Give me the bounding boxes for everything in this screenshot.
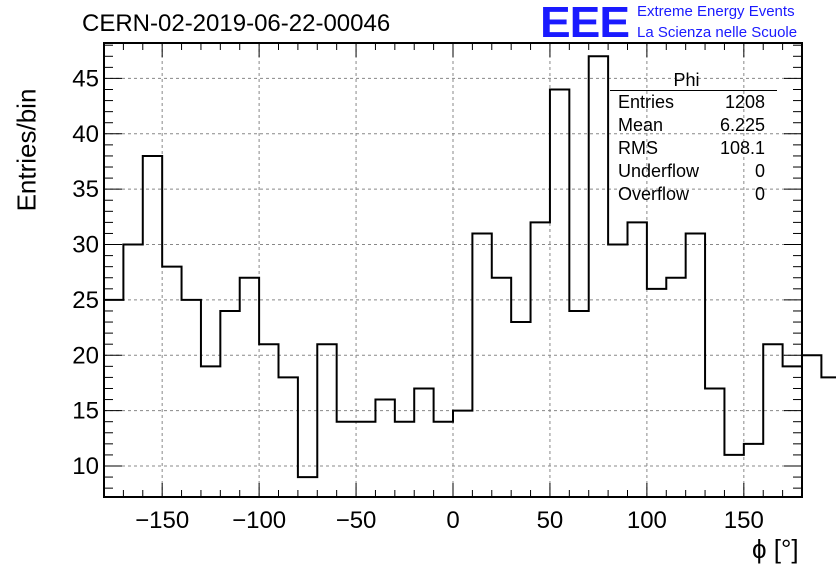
histogram-bin — [279, 377, 298, 497]
x-tick-label: 0 — [446, 507, 459, 534]
histogram-bin — [434, 422, 453, 497]
histogram-bin — [375, 400, 394, 497]
histogram-bin — [821, 377, 836, 497]
histogram-bin — [628, 222, 647, 497]
histogram-bin — [531, 222, 550, 497]
histogram-bin — [608, 245, 627, 497]
histogram-bin — [589, 56, 608, 497]
histogram-bin — [492, 278, 511, 497]
histogram-outline — [104, 55, 836, 479]
stats-value: 1208 — [724, 92, 765, 112]
histogram-bin — [259, 344, 278, 497]
eee-logo-text-line2: La Scienza nelle Scuole — [637, 24, 798, 41]
histogram-bin — [337, 422, 356, 497]
stats-row-underflow: Underflow 0 — [610, 160, 777, 183]
stats-row-rms: RMS 108.1 — [610, 137, 777, 160]
histogram-bin — [802, 355, 821, 497]
histogram-bin — [201, 366, 220, 497]
stats-row-overflow: Overflow 0 — [610, 183, 777, 206]
histogram-bin — [666, 278, 685, 497]
plot-frame — [103, 42, 803, 498]
y-tick-label: 15 — [72, 398, 99, 425]
eee-logo: EEE — [540, 0, 630, 47]
stats-key: Mean — [618, 115, 664, 135]
stats-value: 0 — [754, 161, 765, 181]
y-tick-label: 10 — [72, 453, 99, 480]
histogram-bin — [686, 233, 705, 497]
histogram-bin — [143, 156, 162, 497]
histogram-bin — [356, 422, 375, 497]
histogram-bin — [472, 233, 491, 497]
x-tick-label: 150 — [724, 507, 764, 534]
eee-logo-text-line1: Extreme Energy Events — [637, 3, 795, 20]
x-tick-label: −150 — [135, 507, 189, 534]
y-axis-label-box: Entries/bin — [5, 89, 45, 212]
stats-value: 108.1 — [719, 138, 765, 158]
histogram-bin — [647, 289, 666, 497]
y-tick-label: 25 — [72, 287, 99, 314]
histogram-bin — [744, 444, 763, 497]
y-tick-label: 30 — [72, 232, 99, 259]
run-title: CERN-02-2019-06-22-00046 — [82, 10, 391, 37]
x-tick-label: −100 — [232, 507, 286, 534]
stats-title: Phi — [610, 70, 777, 91]
x-tick-label: 50 — [537, 507, 564, 534]
y-tick-label: 35 — [72, 176, 99, 203]
histogram-bin — [162, 267, 181, 497]
x-axis-label: ϕ [°] — [752, 534, 799, 564]
histogram-bin — [317, 344, 336, 497]
histogram-bin — [220, 311, 239, 497]
stats-value: 0 — [754, 184, 765, 204]
y-tick-label: 45 — [72, 65, 99, 92]
histogram-bin — [182, 300, 201, 497]
histogram-bin — [240, 278, 259, 497]
stats-key: RMS — [618, 138, 658, 158]
histogram-bin — [511, 322, 530, 497]
histogram-bin — [298, 477, 317, 497]
x-tick-label: −50 — [336, 507, 377, 534]
y-axis-label: Entries/bin — [11, 88, 42, 212]
histogram-bin — [104, 300, 123, 497]
stats-row-mean: Mean 6.225 — [610, 114, 777, 137]
histogram-bin — [453, 411, 472, 497]
stats-row-entries: Entries 1208 — [610, 91, 777, 114]
stats-key: Overflow — [618, 184, 690, 204]
histogram-bin — [783, 366, 802, 497]
histogram-bin — [569, 311, 588, 497]
histogram-bin — [395, 422, 414, 497]
histogram-bin — [414, 388, 433, 497]
histogram-bin — [123, 245, 142, 497]
y-tick-label: 40 — [72, 121, 99, 148]
histogram-bin — [550, 90, 569, 497]
stats-key: Entries — [618, 92, 675, 112]
y-tick-label: 20 — [72, 342, 99, 369]
histogram-bin — [763, 344, 782, 497]
stats-value: 6.225 — [719, 115, 765, 135]
stats-key: Underflow — [618, 161, 700, 181]
histogram-bin — [705, 388, 724, 497]
stats-box: Phi Entries 1208 Mean 6.225 RMS 108.1 Un… — [610, 70, 777, 206]
histogram-bin — [724, 455, 743, 497]
x-tick-label: 100 — [627, 507, 667, 534]
